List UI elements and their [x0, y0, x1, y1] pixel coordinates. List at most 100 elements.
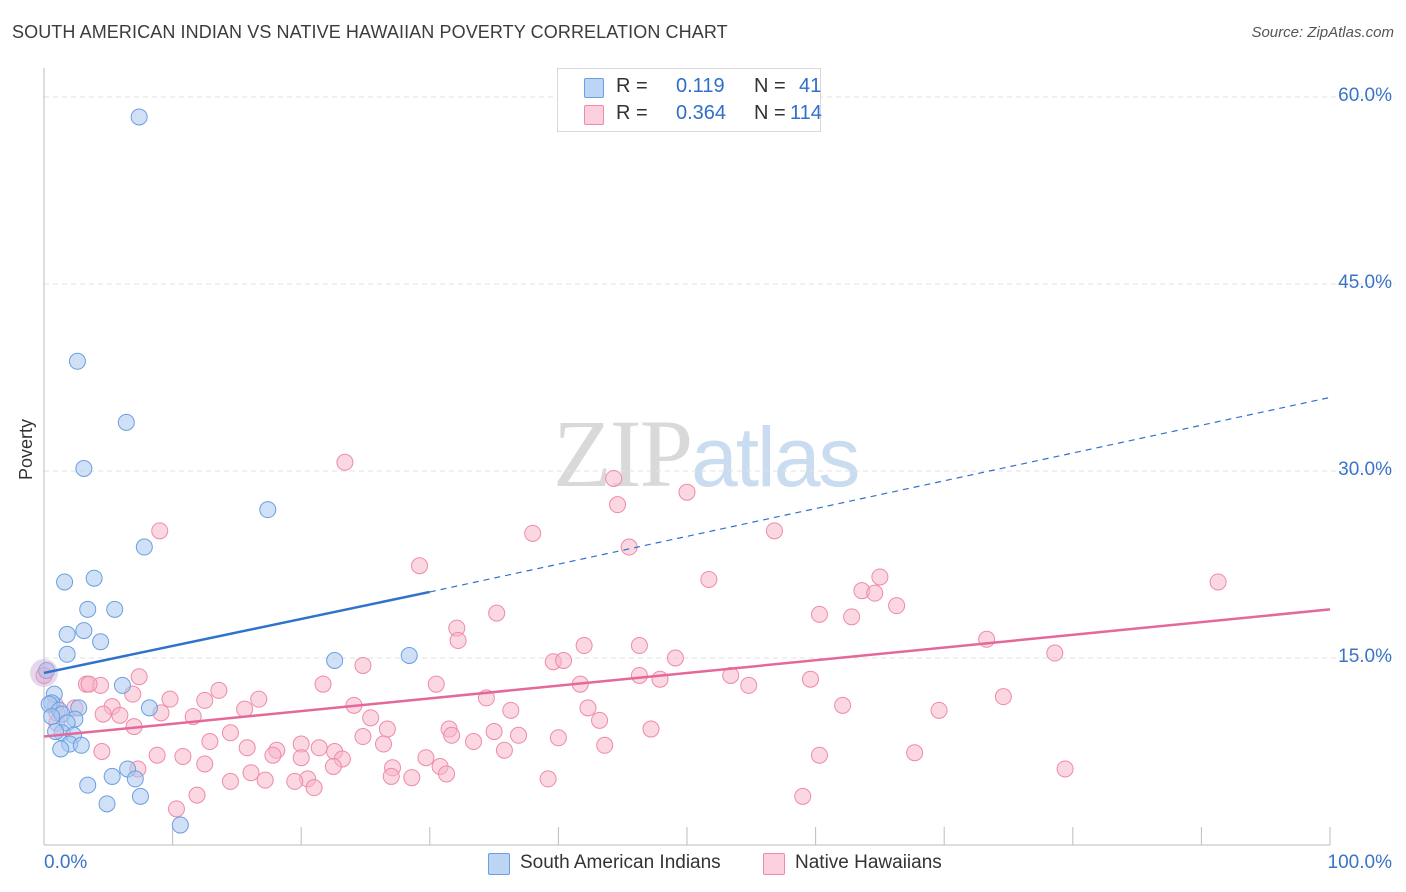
native-hawaiians-point [579, 699, 597, 717]
south-american-indians-point [117, 413, 135, 431]
native-hawaiians-point [930, 701, 948, 719]
native-hawaiians-point [324, 757, 342, 775]
native-hawaiians-point [740, 676, 758, 694]
y-axis-label: Poverty [16, 418, 36, 480]
native-hawaiians-point [210, 681, 228, 699]
x-tick-max: 100.0% [1327, 852, 1392, 873]
native-hawaiians-point [354, 728, 372, 746]
native-hawaiians-point [196, 755, 214, 773]
native-hawaiians-point [502, 701, 520, 719]
native-hawaiians-point [794, 787, 812, 805]
native-hawaiians-point [417, 749, 435, 767]
native-hawaiians-point [443, 726, 461, 744]
native-hawaiians-point [310, 739, 328, 757]
native-hawaiians-point [314, 675, 332, 693]
y-tick-label: 60.0% [1338, 85, 1392, 106]
native-hawaiians-point [630, 666, 648, 684]
stats-legend: R = 0.119 N = 41 R = 0.364 N = 114 [557, 68, 822, 132]
south-american-indians-point [68, 352, 86, 370]
native-hawaiians-point [111, 706, 129, 724]
native-hawaiians-point [242, 764, 260, 782]
south-american-indians-point [126, 770, 144, 788]
series-name: Native Hawaiians [795, 852, 942, 873]
native-hawaiians-point [642, 720, 660, 738]
native-hawaiians-point [549, 729, 567, 747]
native-hawaiians-point [188, 786, 206, 804]
native-hawaiians-point [834, 696, 852, 714]
native-hawaiians-point [161, 690, 179, 708]
native-hawaiians-point [305, 779, 323, 797]
south-american-indians-point [171, 816, 189, 834]
native-hawaiians-point [411, 557, 429, 575]
native-hawaiians-point [810, 605, 828, 623]
south-american-indians-point [85, 569, 103, 587]
south-american-indians-point [140, 699, 158, 717]
native-hawaiians-point [427, 675, 445, 693]
south-american-indians-point [72, 736, 90, 754]
x-tick-min: 0.0% [44, 852, 88, 873]
native-hawaiians-point [148, 746, 166, 764]
series-swatch-pink [763, 853, 785, 875]
south-american-indians-point [79, 600, 97, 618]
native-hawaiians-point [174, 747, 192, 765]
native-hawaiians-point [449, 632, 467, 650]
legend-r-label: R = [616, 75, 648, 97]
native-hawaiians-point [403, 769, 421, 787]
south-american-indians-point [135, 538, 153, 556]
south-american-indians-point [98, 795, 116, 813]
native-hawaiians-point [438, 765, 456, 783]
native-hawaiians-point [382, 767, 400, 785]
legend-n-label: N = [754, 102, 786, 124]
native-hawaiians-point [286, 772, 304, 790]
legend-n-label: N = [754, 75, 786, 97]
south-american-indians-point [106, 600, 124, 618]
native-hawaiians-point [221, 724, 239, 742]
y-tick-label: 45.0% [1338, 272, 1392, 293]
legend-n-value: 114 [790, 102, 822, 124]
native-hawaiians-point [465, 733, 483, 751]
south-american-indians-point [79, 776, 97, 794]
chart-title: SOUTH AMERICAN INDIAN VS NATIVE HAWAIIAN… [12, 22, 728, 42]
y-tick-label: 15.0% [1338, 646, 1392, 667]
native-hawaiians-point [292, 749, 310, 767]
south-american-indians-point [326, 651, 344, 669]
south-american-indians-point [52, 740, 70, 758]
native-hawaiians-point [630, 637, 648, 655]
native-hawaiians-point [93, 743, 111, 760]
native-hawaiians-point [524, 524, 542, 542]
native-hawaiians-point [238, 739, 256, 757]
native-hawaiians-point [250, 690, 268, 708]
native-hawaiians-point [264, 746, 282, 764]
south-american-indians-point [130, 108, 148, 126]
native-hawaiians-point [609, 496, 627, 514]
watermark-zip: ZIP [553, 400, 693, 507]
native-hawaiians-point [596, 736, 614, 754]
native-hawaiians-point [151, 522, 169, 540]
native-hawaiians-point [236, 700, 254, 718]
native-hawaiians-point [539, 770, 557, 788]
south-american-indians-points [30, 108, 418, 834]
native-hawaiians-trend [43, 608, 1331, 738]
native-hawaiians-point [810, 746, 828, 764]
native-hawaiians-point [362, 709, 380, 727]
south-american-indians-point [58, 645, 76, 663]
native-hawaiians-point [80, 675, 98, 693]
watermark: ZIPatlas [553, 398, 860, 509]
native-hawaiians-point [651, 670, 669, 688]
native-hawaiians-points [35, 453, 1227, 818]
legend-r-label: R = [616, 102, 648, 124]
south-american-indians-point [75, 460, 93, 478]
south-american-indians-point [113, 676, 131, 694]
native-hawaiians-point [167, 800, 185, 818]
south-american-indians-point [92, 633, 110, 651]
native-hawaiians-point [94, 705, 112, 723]
native-hawaiians-point [765, 522, 783, 540]
south-american-indians-trend [43, 590, 431, 675]
south-american-indians-point [400, 647, 418, 665]
native-hawaiians-point [591, 711, 609, 729]
south-american-indians-point [43, 708, 61, 726]
series-name: South American Indians [520, 852, 721, 873]
series-swatch-blue [488, 853, 510, 875]
native-hawaiians-point [866, 584, 884, 602]
native-hawaiians-point [801, 670, 819, 688]
